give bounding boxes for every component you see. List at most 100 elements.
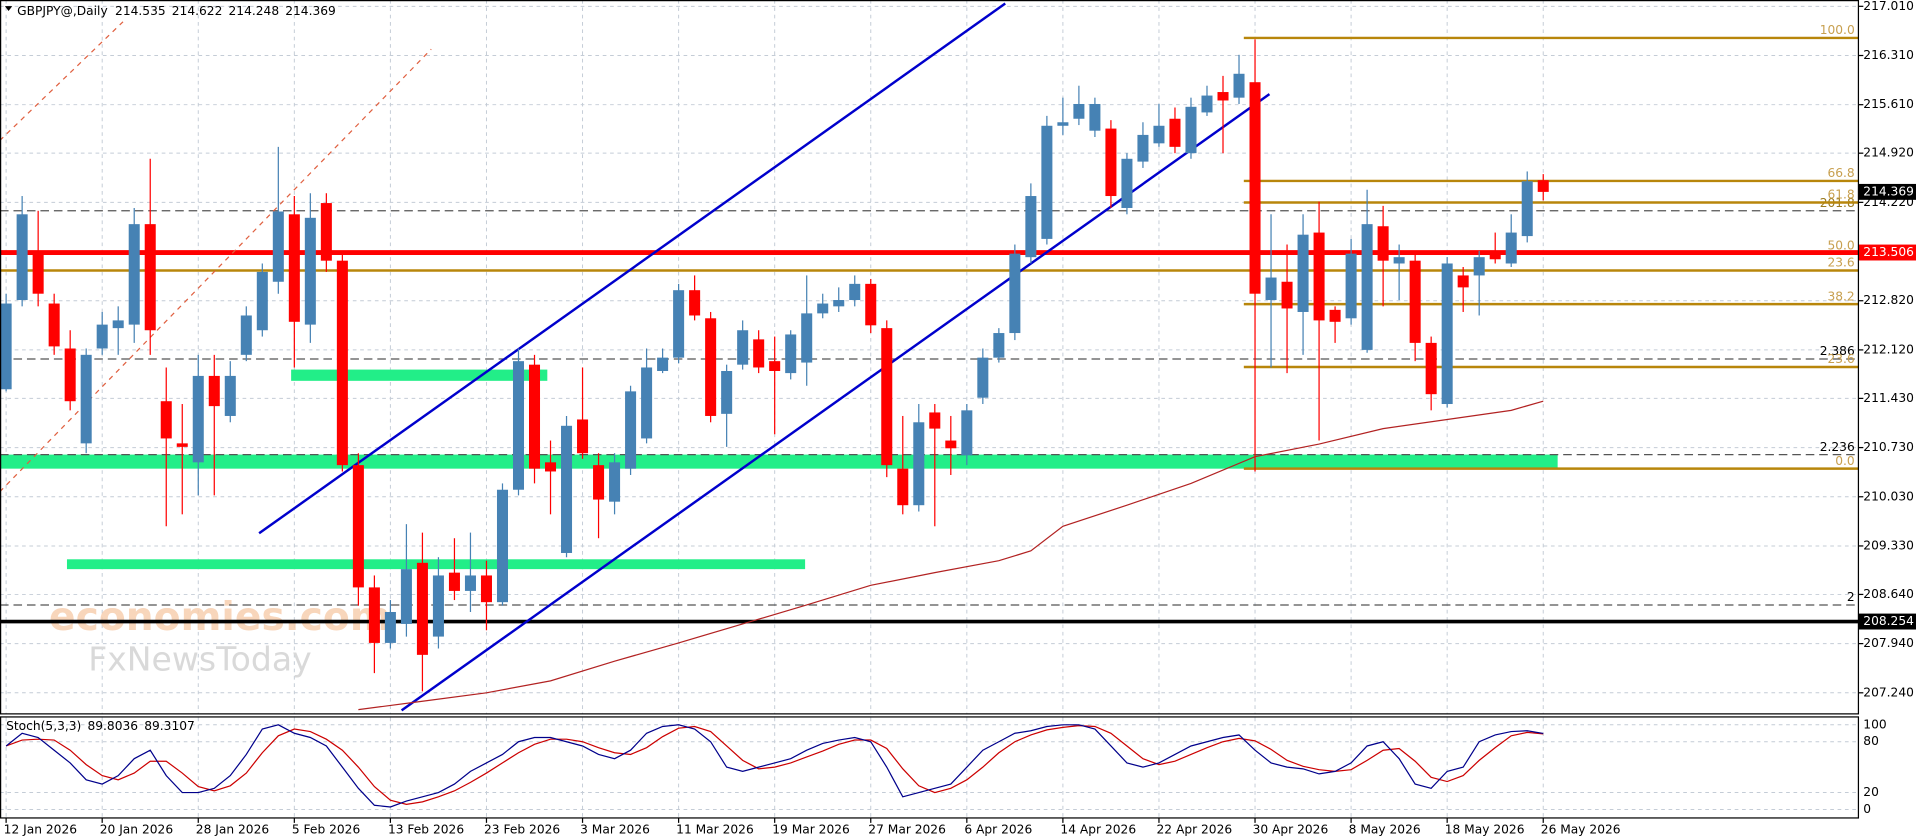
zone [0, 454, 1558, 469]
x-tick-label: 18 May 2026 [1445, 823, 1525, 837]
candle-body [641, 367, 653, 439]
candle-body [48, 303, 60, 347]
candle-body [1409, 260, 1421, 343]
candle-body [993, 333, 1005, 358]
candle-body [0, 303, 12, 390]
stoch-name: Stoch(5,3,3) [6, 719, 81, 733]
close-value: 214.369 [285, 4, 336, 18]
candle-body [1265, 277, 1277, 301]
stoch-header: Stoch(5,3,3) 89.8036 89.3107 [6, 719, 195, 733]
candle-body [304, 217, 316, 325]
candle-body [881, 328, 893, 466]
zone [291, 369, 548, 381]
candle-body [561, 425, 573, 553]
stoch-tick-label: 80 [1863, 734, 1879, 748]
fib-label: 66.8 [1827, 166, 1854, 180]
candle-body [1297, 234, 1309, 312]
dashed-level-label: 2.386 [1820, 344, 1855, 358]
candle-body [480, 575, 492, 603]
price-box [1858, 244, 1916, 261]
trend-line [258, 2, 1006, 535]
candle-body [1233, 73, 1245, 98]
candle-body [1121, 158, 1133, 208]
stoch-tick-label: 20 [1863, 785, 1879, 799]
candle-body [1073, 103, 1085, 119]
candle-body [1329, 309, 1341, 322]
candle-body [721, 370, 733, 414]
candle-body [1441, 263, 1453, 405]
candle-body [1153, 125, 1165, 144]
y-tick-label: 210.030 [1863, 489, 1914, 503]
candle-body [1041, 125, 1053, 239]
stoch-signal-value: 89.3107 [144, 719, 195, 733]
candle-body [977, 357, 989, 398]
candle-body [416, 562, 428, 655]
watermark: FxNewsToday [88, 640, 311, 679]
candle-body [737, 330, 749, 365]
y-tick-label: 209.330 [1863, 538, 1914, 552]
candle-body [1201, 95, 1213, 113]
candle-body [288, 214, 300, 322]
candle-body [673, 290, 685, 358]
x-tick-label: 6 Apr 2026 [964, 823, 1032, 837]
x-tick-label: 28 Jan 2026 [196, 823, 270, 837]
candle-body [400, 569, 412, 624]
stoch-main-value: 89.8036 [87, 719, 138, 733]
candle-body [1377, 226, 1389, 261]
candle-body [801, 313, 813, 363]
x-tick-label: 22 Apr 2026 [1157, 823, 1233, 837]
symbol: GBPJPY@,Daily [17, 4, 108, 18]
candle-body [865, 283, 877, 326]
stoch-signal-line [5, 725, 1544, 806]
x-tick-label: 23 Feb 2026 [484, 823, 560, 837]
candle-body [448, 572, 460, 591]
main-panel-border [0, 0, 1860, 715]
x-tick-label: 19 Mar 2026 [772, 823, 850, 837]
fib-label: 61.8 [1827, 188, 1854, 202]
candle-body [1089, 103, 1101, 131]
open-value: 214.535 [115, 4, 166, 18]
candle-body [817, 303, 829, 314]
x-tick-label: 14 Apr 2026 [1060, 823, 1136, 837]
candle-body [528, 364, 541, 469]
x-tick-label: 12 Jan 2026 [4, 823, 78, 837]
y-tick-label: 212.120 [1863, 342, 1914, 356]
candle-body [192, 375, 204, 463]
candle-body [64, 348, 76, 402]
horizontal-level-label: 23.6 [1827, 256, 1854, 270]
y-tick-label: 212.820 [1863, 293, 1914, 307]
candle-body [945, 440, 957, 449]
candle-body [512, 361, 525, 490]
stoch-plot [0, 717, 1859, 818]
dashed-level-label: 2 [1847, 590, 1855, 604]
current-price-label: 214.369 [1863, 184, 1914, 198]
candle-body [1137, 134, 1149, 162]
candle-body [785, 334, 797, 374]
y-tick-label: 207.240 [1863, 685, 1914, 699]
candle-body [753, 339, 765, 368]
x-tick-label: 5 Feb 2026 [292, 823, 361, 837]
stoch-tick-label: 100 [1863, 717, 1886, 731]
candle-body [897, 468, 909, 506]
x-tick-label: 26 May 2026 [1541, 823, 1621, 837]
current-price-box [1858, 183, 1916, 200]
candle-body [336, 260, 348, 466]
candle-body [625, 391, 637, 469]
price-box-label: 208.254 [1863, 614, 1914, 628]
candle-body [1473, 257, 1485, 276]
moving-average [358, 400, 1544, 711]
candle-body [657, 357, 669, 371]
high-value: 214.622 [172, 4, 223, 18]
price-box [1858, 613, 1916, 630]
candle-body [1489, 253, 1501, 260]
watermark: economies.com [49, 595, 391, 640]
candle-body [705, 318, 717, 416]
candle-body [769, 361, 781, 371]
candle-body [833, 300, 845, 307]
x-tick-label: 3 Mar 2026 [580, 823, 650, 837]
candle-body [1425, 342, 1437, 395]
candle-body [1521, 181, 1533, 237]
